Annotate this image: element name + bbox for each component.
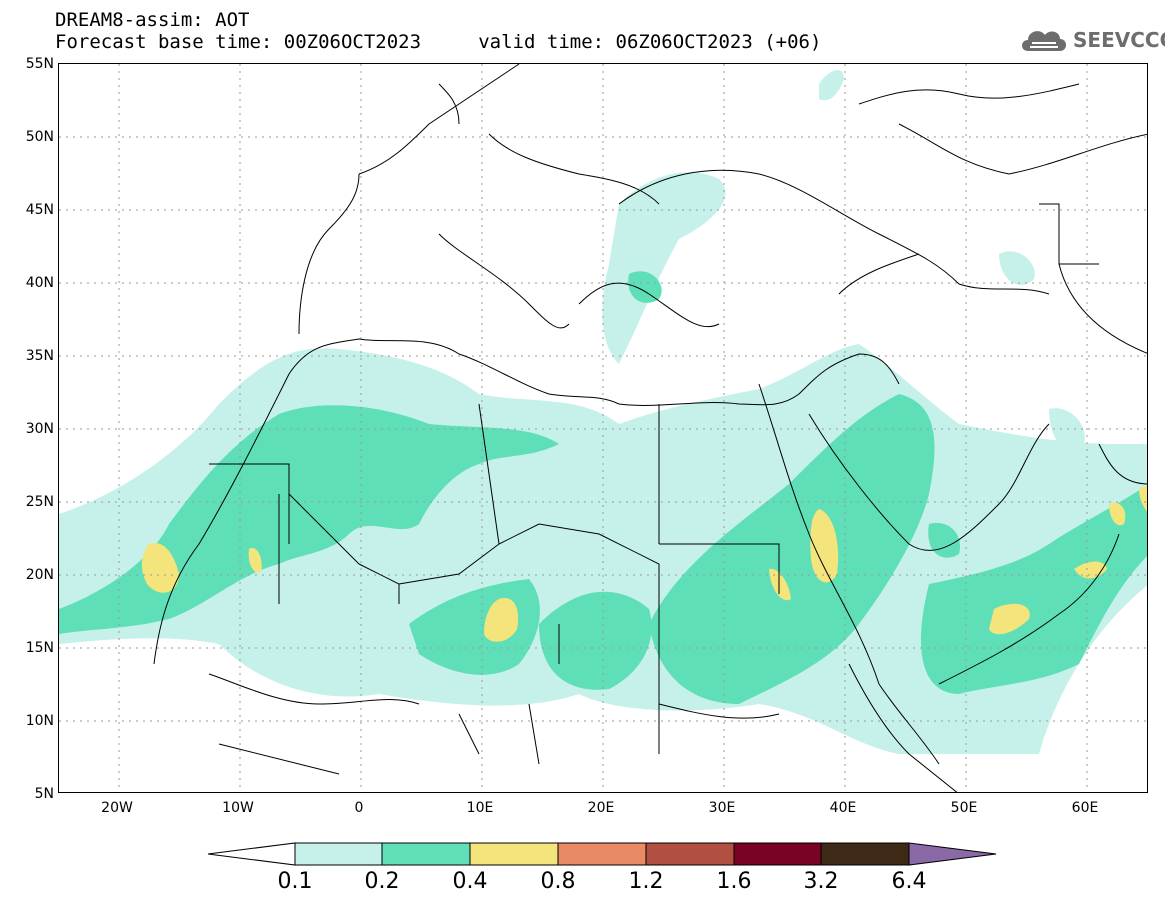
colorbar-bin-3.2-6.4 xyxy=(820,842,910,866)
lat-label-20n: 20N xyxy=(25,567,54,583)
colorbar-above-arrow xyxy=(908,842,997,866)
lat-label-45n: 45N xyxy=(25,202,54,218)
lat-label-30n: 30N xyxy=(25,421,54,437)
colorbar-bin-1.6-3.2 xyxy=(733,842,822,866)
lat-label-55n: 55N xyxy=(25,56,54,72)
lon-label-30e: 30E xyxy=(708,800,736,816)
lon-label-60e: 60E xyxy=(1071,800,1099,816)
colorbar-bin-0.8-1.2 xyxy=(557,842,647,866)
colorbar-label-1.6: 1.6 xyxy=(716,869,752,894)
lat-label-15n: 15N xyxy=(25,640,54,656)
lat-label-5n: 5N xyxy=(34,786,54,802)
aot-contour-0.2-0.4 xyxy=(59,271,1147,704)
lon-label-50e: 50E xyxy=(950,800,978,816)
aot-map xyxy=(58,63,1148,793)
lat-label-10n: 10N xyxy=(25,713,54,729)
colorbar-label-6.4: 6.4 xyxy=(891,869,927,894)
map-canvas xyxy=(59,64,1147,792)
map-subtitle-times: Forecast base time: 00Z06OCT2023 valid t… xyxy=(55,31,822,53)
lat-label-50n: 50N xyxy=(25,129,54,145)
colorbar-bin-1.2-1.6 xyxy=(645,842,735,866)
lon-label-0: 0 xyxy=(354,800,364,816)
colorbar-bin-0.4-0.8 xyxy=(469,842,559,866)
colorbar-below-arrow xyxy=(207,842,296,866)
lon-label-20e: 20E xyxy=(587,800,615,816)
colorbar-bin-0.2-0.4 xyxy=(381,842,471,866)
colorbar-label-0.8: 0.8 xyxy=(540,869,576,894)
map-title: DREAM8-assim: AOT xyxy=(55,9,250,31)
colorbar-label-0.2: 0.2 xyxy=(364,869,400,894)
aot-colorbar xyxy=(200,838,1000,878)
colorbar-svg xyxy=(207,842,997,866)
cloud-icon xyxy=(1022,31,1066,51)
graticule-grid xyxy=(59,64,1147,792)
lon-label-10w: 10W xyxy=(222,800,254,816)
logo-text: SEEVCCC xyxy=(1073,28,1165,52)
colorbar-bin-0.1-0.2 xyxy=(294,842,383,866)
coastlines-borders xyxy=(153,64,1147,792)
lat-label-35n: 35N xyxy=(25,348,54,364)
colorbar-label-1.2: 1.2 xyxy=(628,869,664,894)
colorbar-label-3.2: 3.2 xyxy=(803,869,839,894)
lat-label-25n: 25N xyxy=(25,494,54,510)
lon-label-10e: 10E xyxy=(466,800,494,816)
colorbar-label-0.4: 0.4 xyxy=(452,869,488,894)
colorbar-label-0.1: 0.1 xyxy=(277,869,313,894)
lon-label-20w: 20W xyxy=(101,800,133,816)
seevccc-logo: SEEVCCC xyxy=(1018,25,1165,55)
lon-label-40e: 40E xyxy=(829,800,857,816)
aot-contour-0.4-0.8 xyxy=(141,485,1147,642)
lat-label-40n: 40N xyxy=(25,275,54,291)
